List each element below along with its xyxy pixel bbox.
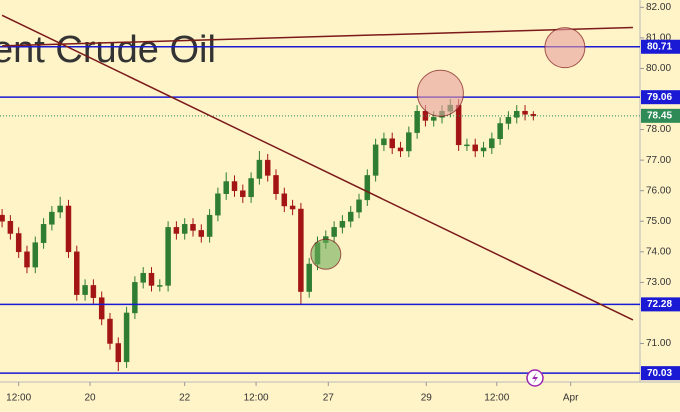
candle-body [389, 138, 395, 149]
highlight-circle [416, 69, 464, 117]
candle-body [65, 205, 72, 253]
x-tick-label: 29 [421, 393, 433, 404]
candle-body [49, 211, 55, 225]
candle-body [455, 104, 462, 146]
candle-body [190, 224, 196, 231]
price-label: 70.03 [647, 368, 672, 379]
candle-body [364, 175, 371, 201]
candle-body [115, 343, 122, 363]
candle-body [281, 193, 288, 207]
trend-line [2, 26, 633, 47]
candle-body [240, 190, 246, 198]
x-tick-label: 12:00 [244, 393, 269, 404]
candle-body [140, 272, 146, 283]
candle-body [132, 282, 138, 314]
candle-body [505, 117, 512, 124]
candle-body [40, 224, 47, 243]
y-tick-label: 82.00 [646, 2, 671, 13]
candle-body [24, 251, 30, 268]
candle-body [123, 312, 130, 363]
candle-body [273, 175, 279, 195]
candle-body [82, 285, 88, 295]
price-label-box [641, 366, 680, 381]
candle-body [198, 230, 205, 237]
candle-body [372, 144, 379, 176]
alert-icon[interactable] [526, 369, 544, 387]
x-tick-label: 12:00 [484, 393, 509, 404]
trend-line [1, 14, 634, 321]
candle-body [32, 242, 39, 268]
candle-body [264, 159, 271, 176]
candle-body [356, 199, 362, 213]
price-label-box [641, 39, 680, 54]
candle-body [381, 138, 387, 146]
candle-body [90, 285, 97, 298]
watermark: ent Crude Oil [0, 29, 216, 71]
x-tick-label: Apr [563, 393, 579, 404]
candle-body [148, 272, 155, 286]
price-label-box [641, 297, 680, 312]
candle-body [223, 181, 229, 195]
candle-body [15, 233, 22, 253]
y-tick-label: 78.00 [646, 124, 671, 135]
candle-body [489, 138, 495, 149]
y-tick-label: 71.00 [646, 338, 671, 349]
y-tick-label: 76.00 [646, 185, 671, 196]
candle-body [206, 214, 213, 237]
candle-body [522, 110, 528, 115]
x-tick-label: 27 [323, 393, 335, 404]
x-tick-label: 22 [179, 393, 191, 404]
candle-body [231, 181, 238, 191]
candle-body [347, 211, 354, 222]
candle-body [530, 114, 537, 117]
x-tick-label: 12:00 [6, 393, 31, 404]
candle-body [173, 227, 180, 234]
candle-body [513, 110, 520, 118]
price-label-box [641, 90, 680, 105]
candle-body [57, 205, 63, 213]
candle-body [256, 159, 263, 179]
y-tick-label: 81.00 [646, 33, 671, 44]
candle-body [414, 110, 420, 133]
candle-body [289, 205, 296, 210]
candle-body [107, 318, 113, 344]
candle-body [331, 227, 337, 237]
candle-body [215, 193, 221, 216]
candle-body [472, 144, 478, 152]
price-label: 72.28 [647, 299, 672, 310]
candle-body [480, 147, 487, 152]
candle-body [248, 178, 254, 198]
price-label: 80.71 [647, 41, 672, 52]
candle-body [397, 147, 404, 152]
y-tick-label: 74.00 [646, 246, 671, 257]
alert-bolt[interactable] [532, 372, 538, 384]
candle-body [339, 221, 346, 228]
price-label-box [641, 108, 680, 123]
candle-body [430, 117, 437, 121]
candle-body [181, 224, 188, 234]
y-tick-label: 73.00 [646, 277, 671, 288]
candle-body [497, 123, 503, 139]
y-tick-label: 77.00 [646, 155, 671, 166]
highlight-circle [310, 238, 342, 270]
price-label: 78.45 [647, 110, 672, 121]
price-label: 79.06 [647, 92, 672, 103]
candle-body [98, 297, 105, 320]
candle-body [7, 221, 14, 234]
candle-body [406, 132, 412, 152]
candle-body [464, 144, 470, 147]
x-tick-label: 20 [85, 393, 97, 404]
candle-body [298, 208, 304, 292]
highlight-circle [544, 27, 586, 69]
y-tick-label: 80.00 [646, 63, 671, 74]
candle-body [165, 227, 171, 286]
candle-body [157, 285, 163, 287]
candle-body [74, 251, 80, 295]
y-tick-label: 75.00 [646, 216, 671, 227]
candle-body [0, 214, 5, 222]
candle-body [306, 263, 312, 292]
